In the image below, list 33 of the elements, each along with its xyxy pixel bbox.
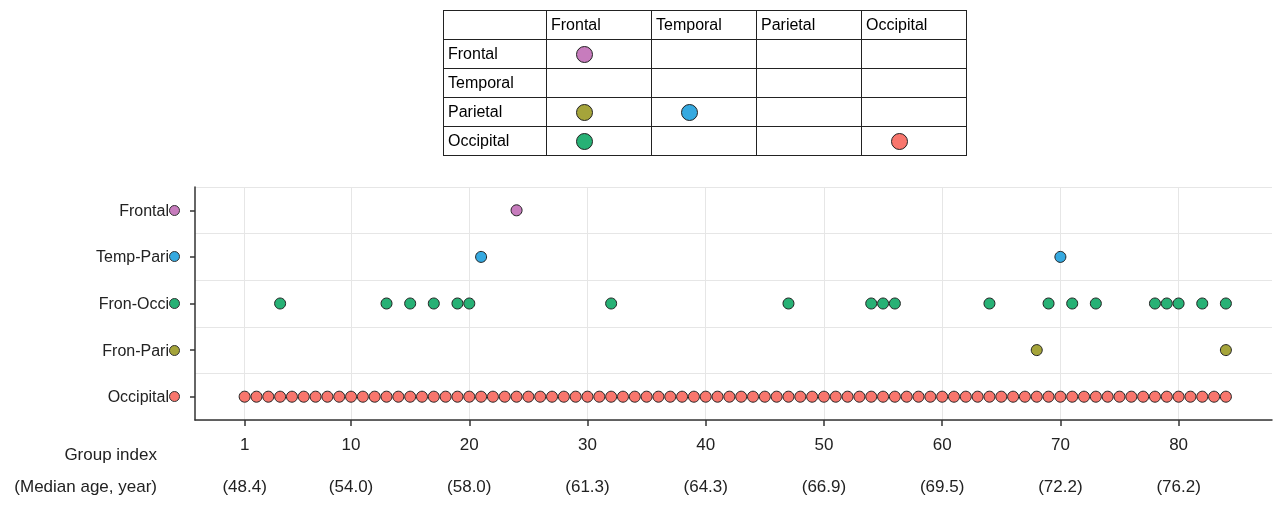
x-tick-label: 80 — [1169, 435, 1189, 454]
x-tick-label: 20 — [459, 435, 479, 454]
text: (Median age, year) — [14, 477, 157, 496]
text: (76.2) — [1156, 477, 1201, 496]
text: (54.0) — [328, 477, 374, 496]
y-tick-label: Occipital — [107, 388, 169, 406]
text: (58.0) — [447, 477, 492, 496]
category-label: Frontal — [546, 10, 652, 40]
x-tick-label: 30 — [578, 435, 597, 454]
x-tick-label: 60 — [932, 435, 952, 454]
y-tick-label: Temp-Pari — [96, 248, 169, 266]
text: (66.9) — [801, 477, 847, 496]
x-tick-label: 1 — [239, 435, 250, 454]
text: (72.2) — [1038, 477, 1083, 496]
x-axis-title: Group index — [64, 445, 158, 464]
category-label: Frontal — [448, 45, 498, 62]
category-label: Occipital — [861, 10, 967, 40]
text: (48.4) — [222, 477, 267, 496]
text: (64.3) — [683, 477, 728, 496]
category-label: Temporal — [448, 74, 514, 91]
text: (69.5) — [919, 477, 965, 496]
y-tick-label: Fron-Occi — [98, 295, 169, 312]
y-tick-label: Frontal — [119, 201, 169, 219]
category-label: Occipital — [448, 132, 510, 149]
category-label: Parietal — [756, 10, 862, 40]
x-tick-label: 10 — [341, 435, 361, 454]
x-tick-label: 40 — [696, 435, 716, 454]
x-tick-label: 70 — [1050, 435, 1070, 454]
category-label: Parietal — [448, 103, 503, 120]
x-tick-label: 50 — [814, 435, 834, 454]
y-tick-label: Fron-Pari — [102, 341, 169, 359]
text: (61.3) — [565, 477, 610, 496]
category-label: Temporal — [651, 10, 757, 40]
